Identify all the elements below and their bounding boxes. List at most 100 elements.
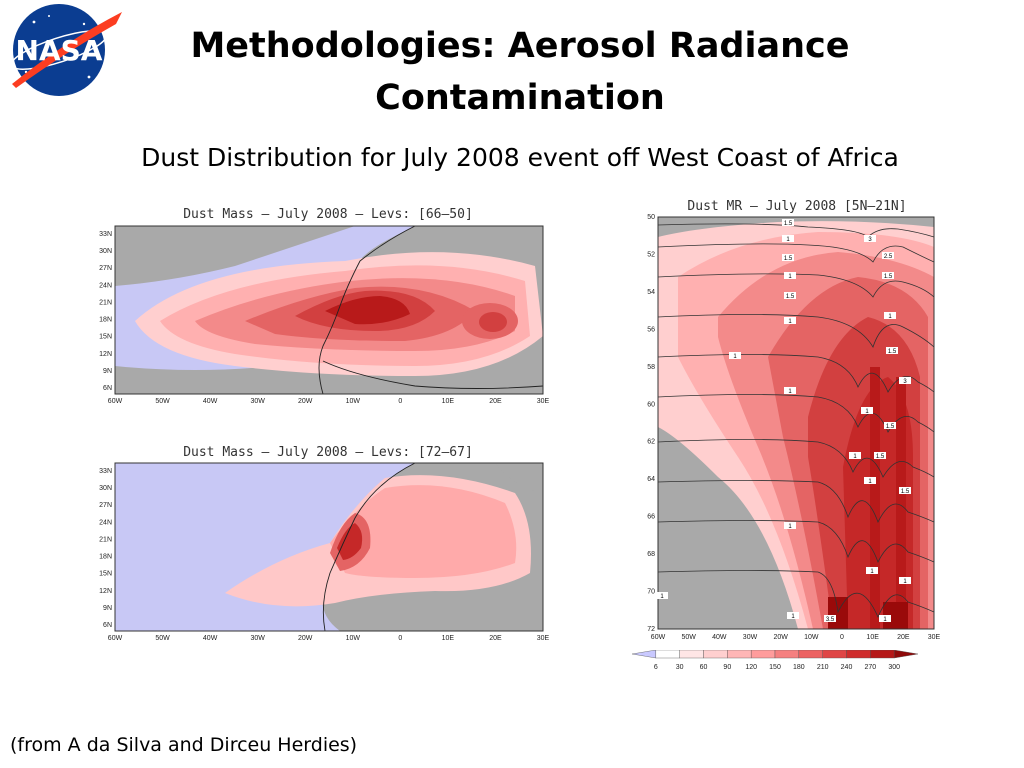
x-tick-label: 20W xyxy=(773,634,788,641)
contour-label-box xyxy=(866,567,878,574)
x-tick-label: 50W xyxy=(155,398,170,405)
map-lower-title: Dust Mass – July 2008 – Levs: [72–67] xyxy=(183,445,473,460)
colorbar-label: 30 xyxy=(676,664,684,671)
y-tick-label: 6N xyxy=(103,622,112,629)
y-tick-label: 24N xyxy=(99,519,112,526)
y-tick-label: 9N xyxy=(103,605,112,612)
contour-label-box xyxy=(784,522,796,529)
contour-label: 1.5 xyxy=(886,424,895,430)
slide-subtitle: Dust Distribution for July 2008 event of… xyxy=(141,143,899,172)
x-tick-label: 10W xyxy=(346,635,361,642)
contour-label-box xyxy=(784,272,796,279)
x-tick-label: 40W xyxy=(203,635,218,642)
y-tick-label: 18N xyxy=(99,317,112,324)
y-tick-label: 21N xyxy=(99,536,112,543)
colorbar-label: 300 xyxy=(888,664,900,671)
contour-label-box xyxy=(849,452,861,459)
x-tick-label: 10W xyxy=(804,634,819,641)
colorbar-label: 210 xyxy=(817,664,829,671)
contour-label: 1.5 xyxy=(901,489,910,495)
x-tick-label: 0 xyxy=(398,398,402,405)
y-tick-label: 9N xyxy=(103,368,112,375)
contour-label-box xyxy=(882,272,894,279)
title-line-2: Contamination xyxy=(375,78,665,118)
y-tick-label: 52 xyxy=(647,251,655,258)
contour-label: 1.5 xyxy=(876,454,885,460)
y-tick-label: 15N xyxy=(99,571,112,578)
colorbar-swatch xyxy=(703,649,728,659)
contour-label: 3 xyxy=(903,379,907,385)
y-tick-label: 58 xyxy=(647,364,655,371)
colorbar-swatch xyxy=(750,649,776,659)
colorbar-swatch xyxy=(798,649,823,659)
colorbar-label: 120 xyxy=(745,664,757,671)
contour-label-box xyxy=(784,292,796,299)
cross-section-title: Dust MR – July 2008 [5N–21N] xyxy=(687,199,906,214)
x-tick-label: 10W xyxy=(346,398,361,405)
x-tick-label: 50W xyxy=(155,635,170,642)
y-tick-label: 54 xyxy=(647,289,655,296)
y-tick-label: 15N xyxy=(99,334,112,341)
y-tick-label: 12N xyxy=(99,588,112,595)
x-tick-label: 60W xyxy=(108,398,123,405)
contour-label-box xyxy=(899,577,911,584)
x-tick-label: 30E xyxy=(537,398,550,405)
x-tick-label: 10E xyxy=(442,398,455,405)
x-tick-label: 20W xyxy=(298,635,313,642)
contour-label: 1 xyxy=(903,579,907,585)
y-tick-label: 70 xyxy=(647,589,655,596)
colorbar-label: 90 xyxy=(723,664,731,671)
x-tick-label: 20E xyxy=(489,635,502,642)
contour-label-box xyxy=(899,487,911,494)
contour-label: 1 xyxy=(870,569,874,575)
y-tick-label: 12N xyxy=(99,351,112,358)
colorbar-swatch xyxy=(846,649,871,659)
y-tick-label: 33N xyxy=(99,231,112,238)
contour-label: 1 xyxy=(868,479,872,485)
y-tick-label: 72 xyxy=(647,626,655,633)
y-tick-label: 68 xyxy=(647,551,655,558)
colorbar-label: 60 xyxy=(700,664,708,671)
contour-label-box xyxy=(656,592,668,599)
contour-label: 1.5 xyxy=(786,294,795,300)
contour-label: 1 xyxy=(786,237,790,243)
colorbar-swatch xyxy=(631,649,657,659)
colorbar-swatch xyxy=(679,649,704,659)
colorbar-label: 240 xyxy=(841,664,853,671)
contour-label: 1.5 xyxy=(888,349,897,355)
x-tick-label: 20E xyxy=(489,398,502,405)
x-tick-label: 60W xyxy=(108,635,123,642)
colorbar-swatch xyxy=(655,649,680,659)
y-tick-label: 56 xyxy=(647,326,655,333)
contour-label-box xyxy=(884,422,896,429)
page-title: Methodologies: Aerosol Radiance Contamin… xyxy=(120,20,920,124)
y-tick-label: 30N xyxy=(99,248,112,255)
x-tick-label: 10E xyxy=(866,634,879,641)
dust-mass-map-lower: Dust Mass – July 2008 – Levs: [72–67] 33… xyxy=(95,438,555,653)
x-tick-label: 0 xyxy=(840,634,844,641)
colorbar-label: 150 xyxy=(769,664,781,671)
x-tick-label: 30W xyxy=(743,634,758,641)
contour-label: 1 xyxy=(883,617,887,623)
logo-wordmark: NASA xyxy=(16,34,103,67)
contour-label-box xyxy=(886,347,898,354)
y-tick-label: 21N xyxy=(99,299,112,306)
y-tick-label: 27N xyxy=(99,502,112,509)
colorbar-label: 270 xyxy=(864,664,876,671)
contour-label: 1 xyxy=(733,354,737,360)
colorbar-label: 180 xyxy=(793,664,805,671)
contour-label-box xyxy=(784,387,796,394)
x-tick-label: 20W xyxy=(298,398,313,405)
contour-label-box xyxy=(882,252,894,259)
colorbar-swatch xyxy=(870,649,895,659)
contour-label-box xyxy=(729,352,741,359)
map-upper-title: Dust Mass – July 2008 – Levs: [66–50] xyxy=(183,207,473,222)
contour-label-box xyxy=(899,377,911,384)
x-tick-label: 30E xyxy=(537,635,550,642)
contour-label-box xyxy=(861,407,873,414)
contour-label-box xyxy=(864,477,876,484)
contour-label: 1 xyxy=(888,314,892,320)
x-tick-label: 40W xyxy=(203,398,218,405)
colorbar-swatch xyxy=(822,649,847,659)
x-tick-label: 30W xyxy=(250,398,265,405)
